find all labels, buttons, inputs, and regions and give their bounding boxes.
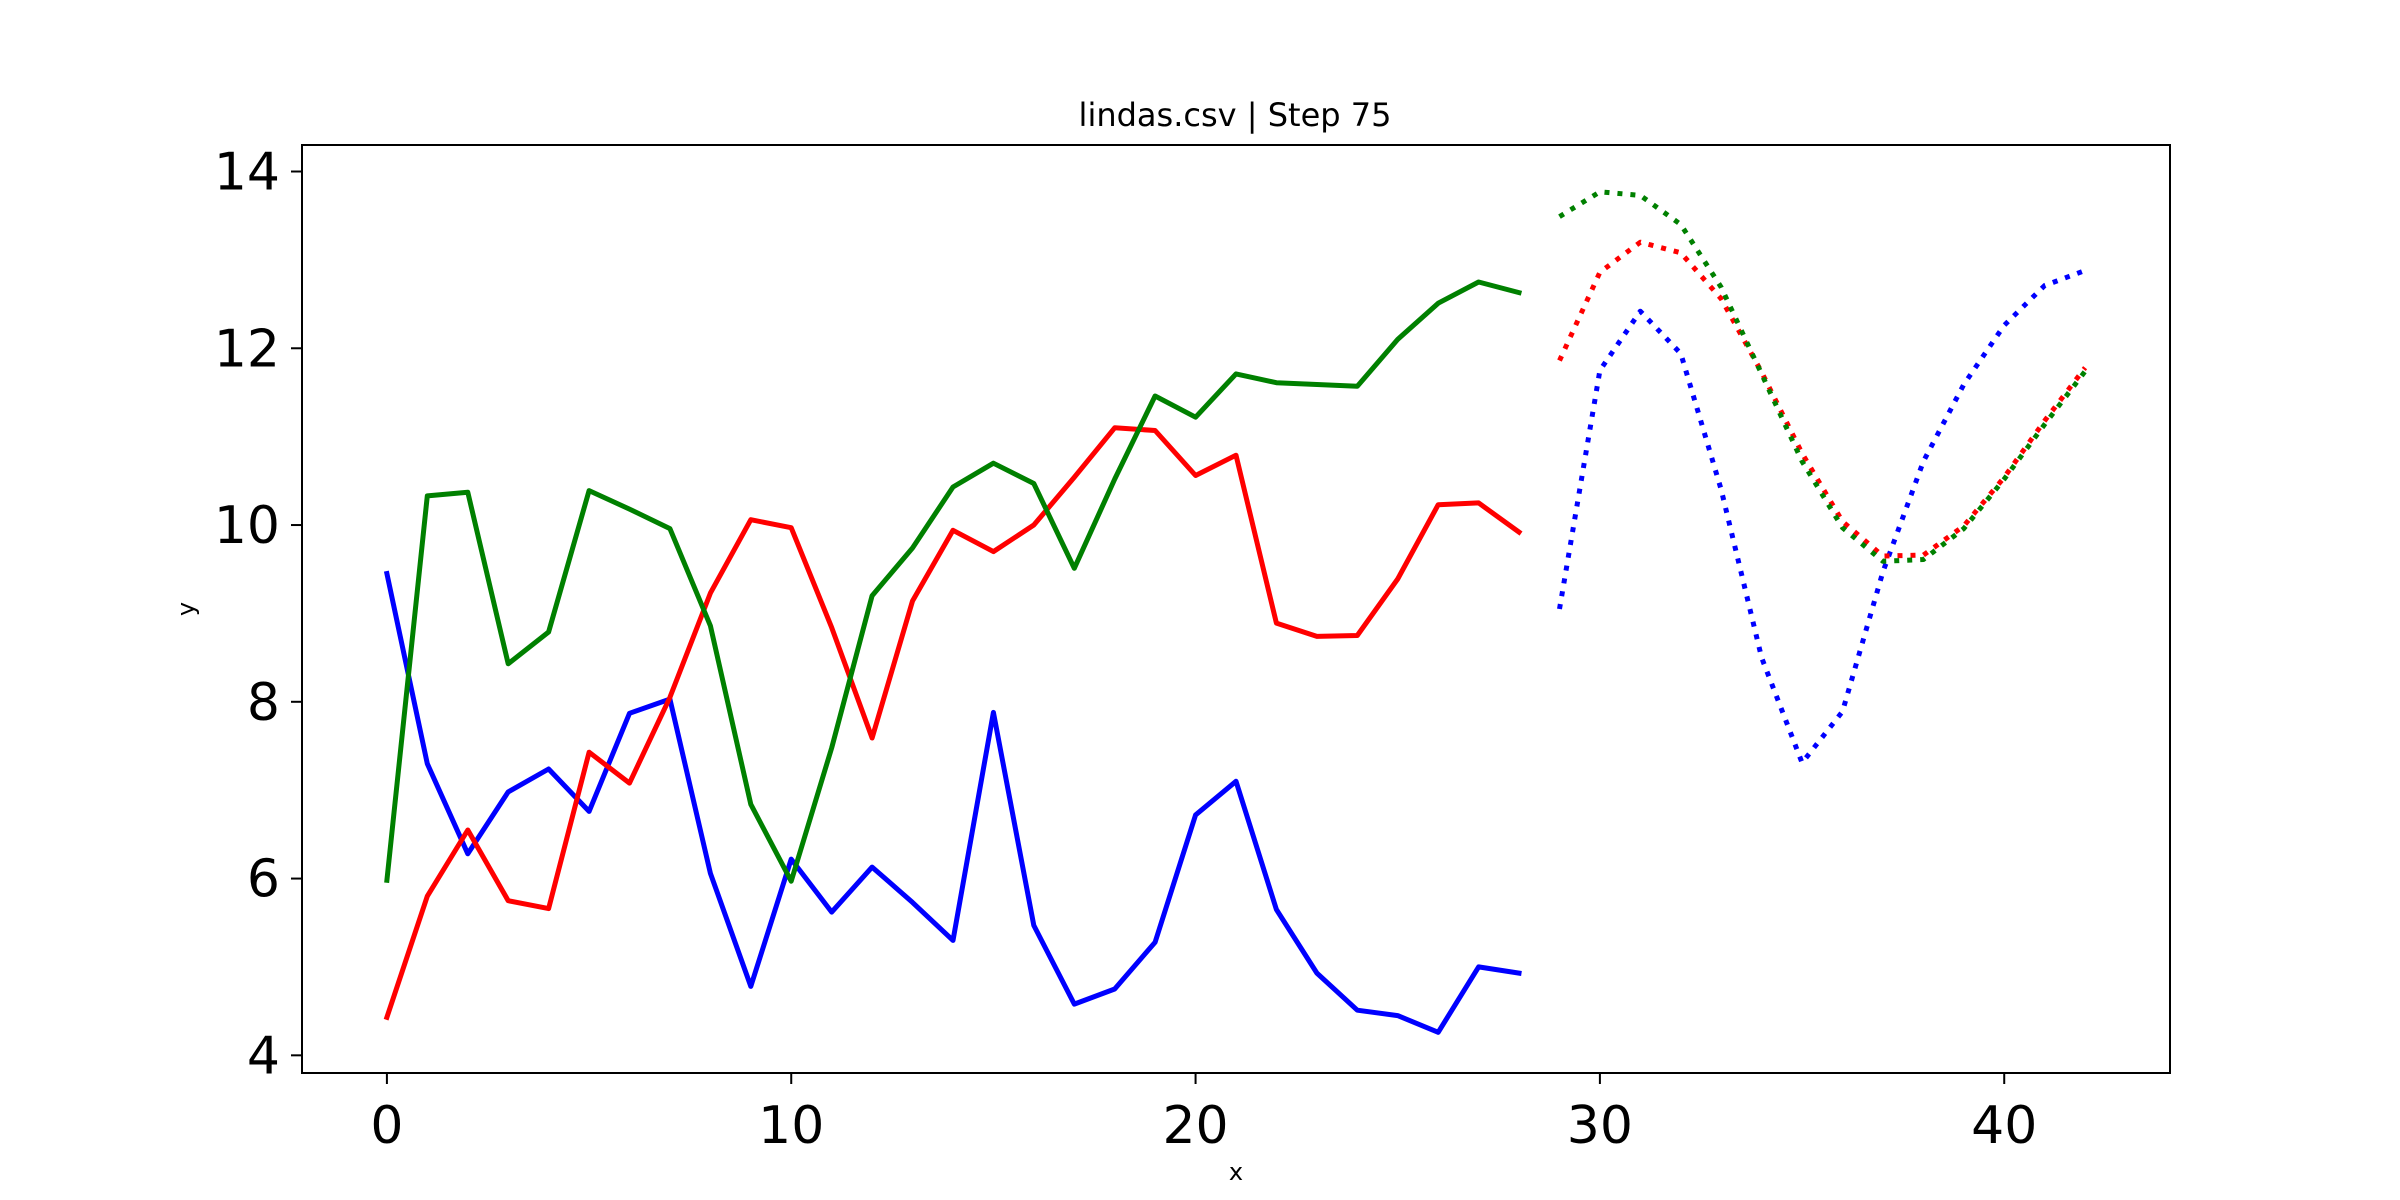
y-tick-label: 12	[214, 319, 280, 379]
y-tick-label: 6	[247, 850, 280, 910]
series-line-2	[383, 425, 1523, 1021]
y-axis-label: y	[172, 602, 200, 616]
plot-frame	[301, 144, 2171, 1074]
y-tick-label: 4	[247, 1026, 280, 1086]
x-axis-label: x	[1229, 1158, 1243, 1186]
x-axis: 0 10 20 30 40	[370, 1073, 2037, 1156]
y-tick-label: 10	[214, 496, 280, 556]
series-line-5	[1557, 239, 2088, 559]
chart-title: lindas.csv | Step 75	[1079, 96, 1392, 134]
x-tick-label: 30	[1567, 1096, 1633, 1156]
x-tick-label: 40	[1971, 1096, 2037, 1156]
x-tick-label: 10	[758, 1096, 824, 1156]
y-tick-label: 14	[214, 143, 280, 203]
series-line-4	[1557, 268, 2086, 766]
series-line-6	[1558, 189, 2088, 564]
x-tick-label: 0	[370, 1096, 403, 1156]
series-line-3	[384, 279, 1523, 884]
y-axis: 4 6 8 10 12 14	[214, 143, 302, 1086]
x-tick-label: 20	[1162, 1096, 1228, 1156]
y-tick-label: 8	[247, 673, 280, 733]
series-line-1	[383, 570, 1522, 1035]
series-layer	[383, 189, 2088, 1035]
